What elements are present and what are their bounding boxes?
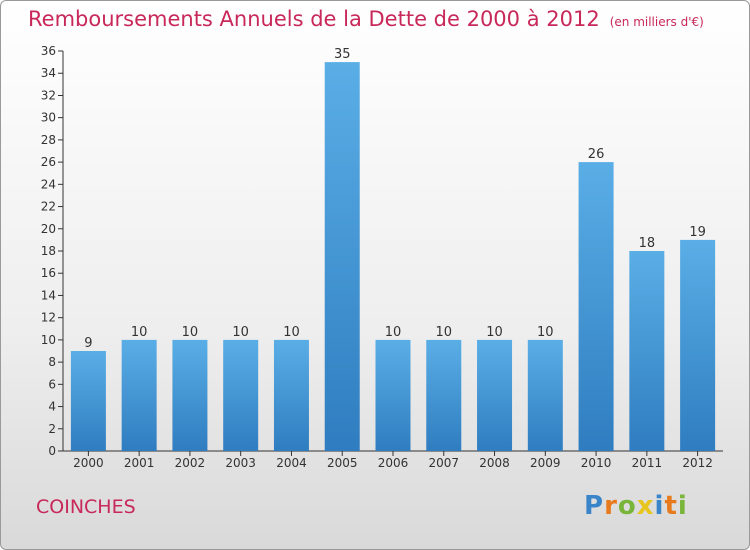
bar xyxy=(680,239,716,451)
x-tick-label: 2004 xyxy=(276,456,307,470)
x-tick-label: 2011 xyxy=(632,456,663,470)
y-tick-label: 36 xyxy=(41,44,56,58)
y-tick-label: 12 xyxy=(41,311,56,325)
y-tick-label: 22 xyxy=(41,200,56,214)
x-tick-label: 2005 xyxy=(327,456,358,470)
x-tick-label: 2001 xyxy=(124,456,155,470)
bar xyxy=(629,251,665,451)
data-label: 19 xyxy=(689,225,706,240)
chart-title: Remboursements Annuels de la Dette de 20… xyxy=(28,7,600,31)
x-tick-label: 2012 xyxy=(682,456,713,470)
bar xyxy=(527,339,563,451)
y-tick-label: 34 xyxy=(41,66,56,80)
data-label: 9 xyxy=(84,336,92,351)
y-tick-label: 4 xyxy=(48,400,56,414)
y-tick-label: 24 xyxy=(41,177,56,191)
data-label: 10 xyxy=(486,325,503,340)
data-label: 10 xyxy=(182,325,199,340)
y-tick-label: 32 xyxy=(41,88,56,102)
y-tick-label: 8 xyxy=(48,355,56,369)
y-tick-label: 0 xyxy=(48,444,56,458)
x-tick-label: 2000 xyxy=(73,456,104,470)
bar xyxy=(223,339,259,451)
data-label: 10 xyxy=(537,325,554,340)
data-label: 10 xyxy=(232,325,249,340)
data-label: 10 xyxy=(283,325,300,340)
x-tick-label: 2006 xyxy=(378,456,409,470)
logo-letter: r xyxy=(604,491,618,521)
bar xyxy=(121,339,157,451)
commune-name: COINCHES xyxy=(36,496,136,518)
x-tick-label: 2002 xyxy=(175,456,206,470)
y-tick-label: 18 xyxy=(41,244,56,258)
x-tick-label: 2008 xyxy=(479,456,510,470)
x-tick-label: 2003 xyxy=(225,456,256,470)
chart-title-block: Remboursements Annuels de la Dette de 20… xyxy=(28,7,704,31)
logo-letter: x xyxy=(636,491,655,521)
y-tick-label: 26 xyxy=(41,155,56,169)
data-label: 35 xyxy=(334,47,351,62)
y-tick-label: 10 xyxy=(41,333,56,347)
y-tick-label: 6 xyxy=(48,377,56,391)
y-tick-label: 30 xyxy=(41,111,56,125)
data-label: 10 xyxy=(435,325,452,340)
y-tick-label: 16 xyxy=(41,266,56,280)
logo-letter: t xyxy=(664,491,678,521)
bar xyxy=(375,339,411,451)
y-tick-label: 20 xyxy=(41,222,56,236)
bar xyxy=(426,339,462,451)
x-tick-label: 2009 xyxy=(530,456,561,470)
x-tick-label: 2007 xyxy=(428,456,459,470)
y-tick-label: 2 xyxy=(48,422,56,436)
logo-letter: i xyxy=(654,491,665,521)
data-label: 10 xyxy=(385,325,402,340)
y-tick-label: 14 xyxy=(41,288,56,302)
logo-letter: P xyxy=(584,491,605,521)
bar xyxy=(70,351,106,451)
bar xyxy=(324,62,360,451)
bar xyxy=(172,339,208,451)
bar xyxy=(578,162,614,451)
logo-letter: o xyxy=(617,491,637,521)
y-tick-label: 28 xyxy=(41,133,56,147)
x-tick-label: 2010 xyxy=(581,456,612,470)
bar xyxy=(477,339,513,451)
data-label: 10 xyxy=(131,325,148,340)
chart-subtitle: (en milliers d'€) xyxy=(609,15,704,29)
bar xyxy=(273,339,309,451)
data-label: 26 xyxy=(588,147,605,162)
proxiti-logo: Proxiti xyxy=(584,491,688,521)
data-label: 18 xyxy=(639,236,656,251)
logo-letter: i xyxy=(677,491,688,521)
